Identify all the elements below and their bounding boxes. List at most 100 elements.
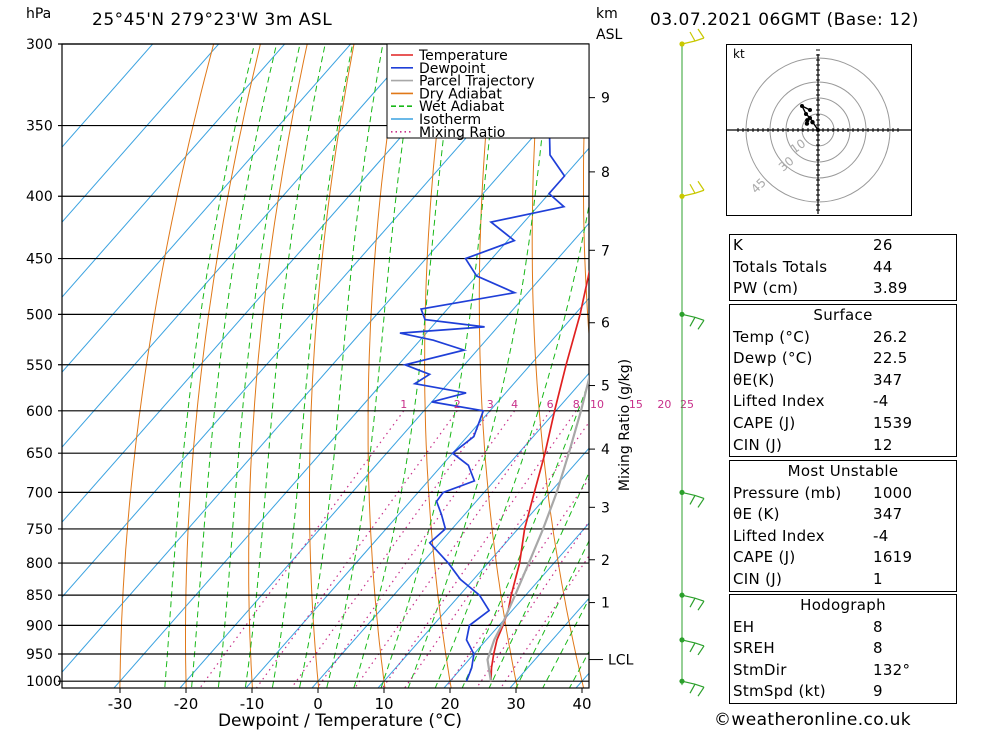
table-row-label: CIN (J) <box>733 569 783 588</box>
x-axis: -30 -20 -10 0 10 20 30 40 <box>108 688 592 713</box>
table-row: Dewp (°C) 22.5 <box>730 348 956 370</box>
skewt-chart: 3003504004505005506006507007508008509009… <box>26 37 694 731</box>
wind-barb-feather <box>697 498 705 508</box>
x-tick-label: -30 <box>108 695 133 713</box>
hodograph-unit: kt <box>733 47 745 61</box>
x-tick-label: 20 <box>440 695 459 713</box>
table-row-value: 347 <box>873 370 903 389</box>
mixing-ratio-label: 3 <box>487 398 494 411</box>
wind-barb-feather <box>689 683 696 694</box>
pressure-level-label: 500 <box>26 307 53 323</box>
table-row-value: 1619 <box>873 548 913 567</box>
table-row: Temp (°C) 26.2 <box>730 327 956 349</box>
wind-barb <box>681 680 705 688</box>
isotherm-line <box>62 44 418 448</box>
wet-adiabat-line <box>515 539 589 688</box>
table-row: EH 8 <box>730 617 956 639</box>
wet-adiabat-line <box>271 44 354 688</box>
wet-adiabat-line <box>461 379 589 688</box>
table-row-label: Lifted Index <box>733 392 825 411</box>
table-row-value: 132° <box>873 660 911 679</box>
km-tick-label: 9 <box>601 91 610 107</box>
mixing-ratio-label: 2 <box>454 398 461 411</box>
isotherm-line <box>62 44 484 523</box>
table-row: Totals Totals 44 <box>730 257 956 279</box>
wet-adiabat-line <box>191 44 278 688</box>
wind-barb <box>681 491 705 499</box>
km-tick-label: 2 <box>601 553 610 569</box>
table-row-label: Pressure (mb) <box>733 483 842 502</box>
table-row-value: 12 <box>873 435 893 454</box>
pressure-level-label: 400 <box>26 189 53 205</box>
pressure-level-label: 900 <box>26 618 53 634</box>
wind-barb-feather <box>697 645 705 656</box>
table-row-value: 22.5 <box>873 349 908 368</box>
pressure-level-label: 650 <box>26 446 53 462</box>
dry-adiabat-line <box>478 44 518 688</box>
hodograph-point <box>800 104 804 108</box>
dry-adiabat-line <box>185 44 261 688</box>
mixing-ratio-label: 15 <box>629 398 643 411</box>
wet-adiabat-line <box>542 597 589 688</box>
table-row-value: 9 <box>873 682 883 701</box>
mixing-ratio-label: 8 <box>573 398 580 411</box>
table-row-label: PW (cm) <box>733 279 799 298</box>
table-row: SREH 8 <box>730 638 956 660</box>
legend-box <box>386 43 590 139</box>
table-row-value: -4 <box>873 526 889 545</box>
dry-adiabat-line <box>424 44 452 688</box>
storm-motion-point <box>804 121 810 126</box>
x-tick-label: -20 <box>174 695 199 713</box>
table-row-label: CAPE (J) <box>733 413 796 432</box>
mixing-ratio-line <box>199 410 405 688</box>
pressure-level-label: 750 <box>26 522 53 538</box>
table-row-value: 44 <box>873 257 893 276</box>
dry-adiabat-line <box>583 44 589 341</box>
wind-barb-feather <box>697 686 705 697</box>
mixing-ratio-label: 1 <box>400 398 407 411</box>
pressure-level-label: 800 <box>26 556 53 572</box>
table-row-value: 1 <box>873 569 883 588</box>
legend-entry: Dewpoint <box>419 61 486 77</box>
hodograph-table: Hodograph EH 8 SREH 8 StmDir 132° StmSpd (kt) 9 <box>729 594 957 704</box>
table-row: CIN (J) 12 <box>730 435 956 457</box>
pressure-level-label: 350 <box>26 119 53 135</box>
isotherm-line <box>113 147 589 688</box>
table-row-label: StmSpd (kt) <box>733 682 826 701</box>
wet-adiabat-line <box>488 471 589 688</box>
legend-entry: Dry Adiabat <box>419 86 502 102</box>
pressure-level-label: 450 <box>26 252 53 268</box>
pressure-level-label: 700 <box>26 485 53 501</box>
legend-entry: Isotherm <box>419 112 481 128</box>
km-axis: 1 2 3 4 5 6 7 8 9 LCL <box>589 91 634 669</box>
pressure-level-label: 950 <box>26 647 53 663</box>
wind-barb-feather <box>689 597 696 608</box>
altitude-unit-km: km <box>596 6 618 22</box>
wind-barb-feather <box>689 642 696 653</box>
isotherm-line <box>62 44 550 598</box>
dewpoint-line <box>399 56 589 682</box>
mixing-ratio-label: 20 <box>657 398 671 411</box>
pressure-level-label: 1000 <box>26 674 62 690</box>
km-tick-label: 4 <box>601 442 610 458</box>
hodograph-point <box>808 108 812 112</box>
table-row-label: SREH <box>733 639 775 658</box>
mixing-ratio-line <box>499 554 589 688</box>
wind-barb-feather <box>689 183 696 194</box>
km-tick-label: 5 <box>601 379 610 395</box>
profile-series <box>399 56 589 682</box>
km-tick-label: 6 <box>601 316 610 332</box>
table-row: θE(K) 347 <box>730 370 956 392</box>
table-row: Pressure (mb) 1000 <box>730 483 956 505</box>
isotherm-line <box>443 522 589 688</box>
table-row: Lifted Index -4 <box>730 391 956 413</box>
table-row-value: 26 <box>873 236 893 254</box>
wet-adiabat-line <box>434 202 589 688</box>
table-row-value: 1539 <box>873 413 913 432</box>
pressure-unit-label: hPa <box>26 6 52 22</box>
isotherm-line <box>62 44 154 148</box>
wind-barb <box>681 189 705 197</box>
wind-barb-feather <box>697 28 705 39</box>
wet-adiabat-line <box>244 44 326 688</box>
pressure-level-label: 600 <box>26 404 53 420</box>
